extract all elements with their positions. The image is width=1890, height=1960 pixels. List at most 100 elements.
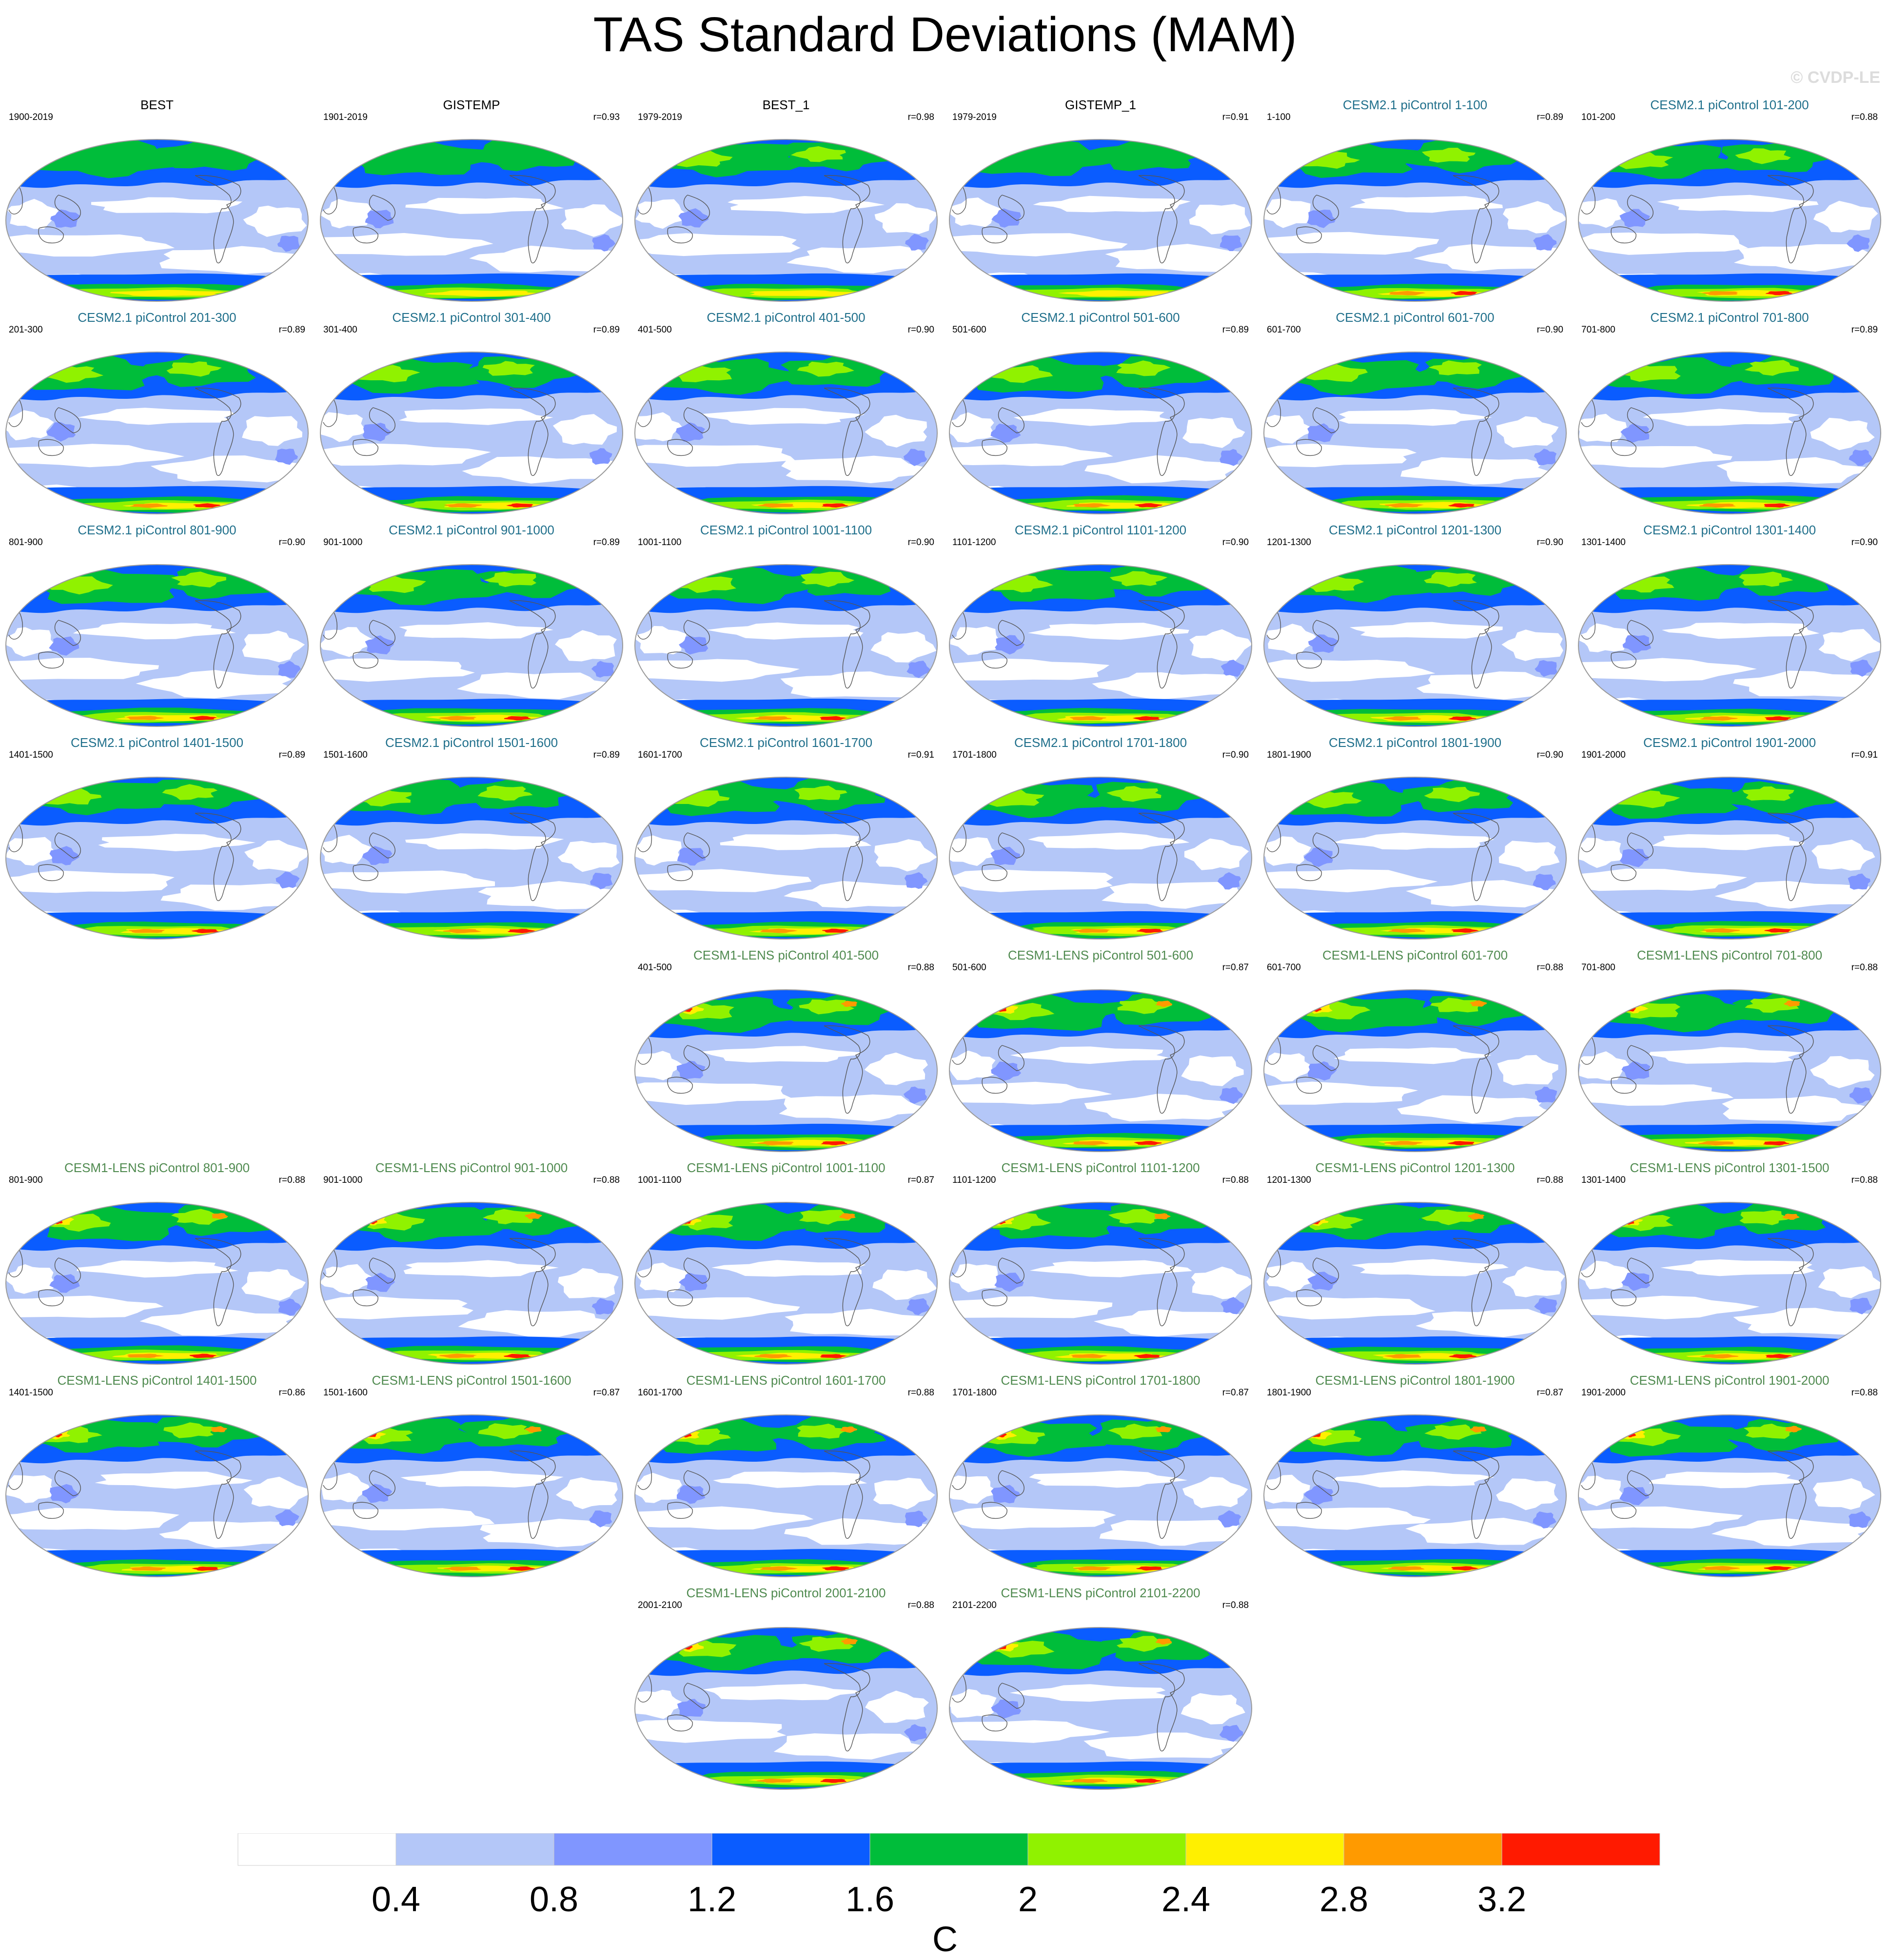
australia-outline bbox=[1296, 226, 1322, 244]
northern-band bbox=[1467, 1213, 1485, 1220]
northern-band bbox=[1424, 786, 1480, 803]
southern-band bbox=[504, 716, 532, 721]
low-variability-band bbox=[1733, 244, 1881, 272]
panel-title: CESM1-LENS piControl 1901-2000 bbox=[1630, 1373, 1830, 1388]
map-border bbox=[1578, 1414, 1881, 1577]
southern-band bbox=[129, 1567, 166, 1571]
southern-band bbox=[1448, 716, 1477, 721]
asia-outline bbox=[1312, 832, 1339, 859]
northern-band bbox=[525, 1213, 543, 1219]
panel-title: CESM2.1 piControl 1401-1500 bbox=[70, 735, 244, 750]
panel-title: CESM2.1 piControl 301-400 bbox=[392, 310, 551, 325]
page-title: TAS Standard Deviations (MAM) bbox=[593, 7, 1297, 62]
panel-correlation: r=0.89 bbox=[278, 750, 305, 760]
northern-band bbox=[478, 1423, 534, 1439]
americas-outline bbox=[1767, 175, 1814, 264]
low-variability-band bbox=[1182, 1476, 1248, 1509]
colorbar-swatch bbox=[1027, 1833, 1186, 1866]
asia-outline bbox=[683, 620, 710, 646]
low-variability-band bbox=[870, 631, 937, 663]
panel-correlation: r=0.89 bbox=[1222, 325, 1249, 335]
robinson-map bbox=[320, 564, 623, 727]
low-variability-band bbox=[1182, 417, 1245, 448]
low-variability-band bbox=[320, 835, 371, 864]
low-variability-band bbox=[320, 233, 493, 256]
australia-outline bbox=[667, 439, 693, 456]
northern-band bbox=[796, 1423, 850, 1439]
colorbar-swatch bbox=[1501, 1833, 1660, 1866]
americas-outline bbox=[1767, 1238, 1814, 1327]
low-variability-band bbox=[1264, 1508, 1431, 1530]
low-variability-band bbox=[98, 834, 256, 851]
low-variability-band bbox=[720, 834, 872, 850]
map-border bbox=[634, 777, 938, 940]
panel-correlation: r=0.88 bbox=[907, 962, 934, 973]
australia-outline bbox=[667, 1502, 693, 1519]
panel-title: CESM1-LENS piControl 701-800 bbox=[1636, 948, 1823, 962]
robinson-map bbox=[634, 989, 938, 1152]
moderate-patch bbox=[591, 1298, 615, 1315]
low-variability-band bbox=[1578, 198, 1629, 228]
northern-band bbox=[1744, 360, 1799, 376]
australia-outline bbox=[982, 1289, 1007, 1307]
northern-band bbox=[671, 1002, 734, 1019]
americas-outline bbox=[1138, 600, 1185, 689]
map-border bbox=[949, 777, 1252, 940]
low-variability-band bbox=[1578, 1051, 1629, 1081]
panel-title: CESM2.1 piControl 1601-1700 bbox=[699, 735, 873, 750]
moderate-patch bbox=[1846, 234, 1870, 252]
australia-outline bbox=[353, 651, 378, 669]
southern-band bbox=[755, 1778, 794, 1783]
low-variability-band bbox=[320, 1472, 371, 1502]
australia-outline bbox=[1611, 439, 1636, 456]
northern-band bbox=[162, 784, 218, 800]
low-variability-band bbox=[1264, 198, 1312, 228]
map-border bbox=[1263, 1202, 1567, 1365]
low-variability-band bbox=[1266, 624, 1319, 654]
moderate-patch bbox=[1621, 1272, 1651, 1291]
australia-outline bbox=[667, 1077, 693, 1094]
low-variability-band bbox=[399, 622, 553, 639]
panel-years: 1201-1300 bbox=[1267, 537, 1311, 548]
australia-outline bbox=[982, 439, 1007, 456]
asia-outline bbox=[1312, 1470, 1339, 1496]
southern-band bbox=[1134, 1141, 1162, 1145]
colorbar-swatch bbox=[869, 1833, 1028, 1866]
panel-correlation: r=0.89 bbox=[593, 325, 620, 335]
australia-outline bbox=[667, 651, 693, 669]
southern-band bbox=[127, 1353, 164, 1358]
map-panel: CESM2.1 piControl 301-400 301-400 r=0.89 bbox=[315, 310, 629, 520]
asia-outline bbox=[54, 195, 81, 221]
panel-correlation: r=0.90 bbox=[1222, 750, 1249, 760]
moderate-patch bbox=[275, 1509, 299, 1527]
asia-outline bbox=[369, 620, 395, 646]
robinson-map bbox=[5, 564, 309, 727]
low-variability-band bbox=[1400, 457, 1556, 485]
asia-outline bbox=[369, 1470, 395, 1496]
southern-band bbox=[822, 928, 849, 933]
map-panel: CESM1-LENS piControl 2101-2200 2101-2200 r… bbox=[944, 1586, 1258, 1795]
asia-outline bbox=[1627, 195, 1654, 221]
robinson-map bbox=[634, 777, 938, 940]
moderate-patch bbox=[1535, 1086, 1557, 1103]
low-variability-band bbox=[73, 622, 236, 640]
southern-band bbox=[192, 1567, 219, 1571]
americas-outline bbox=[824, 813, 870, 902]
southern-band bbox=[1072, 1141, 1110, 1145]
panel-correlation: r=0.91 bbox=[1222, 112, 1249, 122]
panel-title: CESM1-LENS piControl 1401-1500 bbox=[57, 1373, 257, 1388]
moderate-patch bbox=[1307, 210, 1336, 228]
moderate-patch bbox=[275, 449, 298, 465]
panel-years: 1801-1900 bbox=[1267, 750, 1311, 760]
low-variability-band bbox=[6, 627, 56, 657]
panel-correlation: r=0.90 bbox=[1536, 750, 1563, 760]
americas-outline bbox=[509, 813, 556, 902]
panel-title: CESM1-LENS piControl 901-1000 bbox=[375, 1160, 568, 1175]
panel-years: 1901-2000 bbox=[1581, 1388, 1626, 1398]
australia-outline bbox=[38, 1502, 64, 1519]
moderate-patch bbox=[676, 1485, 706, 1504]
map-border bbox=[949, 1414, 1252, 1577]
panel-correlation: r=0.88 bbox=[907, 1388, 934, 1398]
low-variability-band bbox=[6, 410, 54, 441]
moderate-patch bbox=[592, 234, 616, 252]
